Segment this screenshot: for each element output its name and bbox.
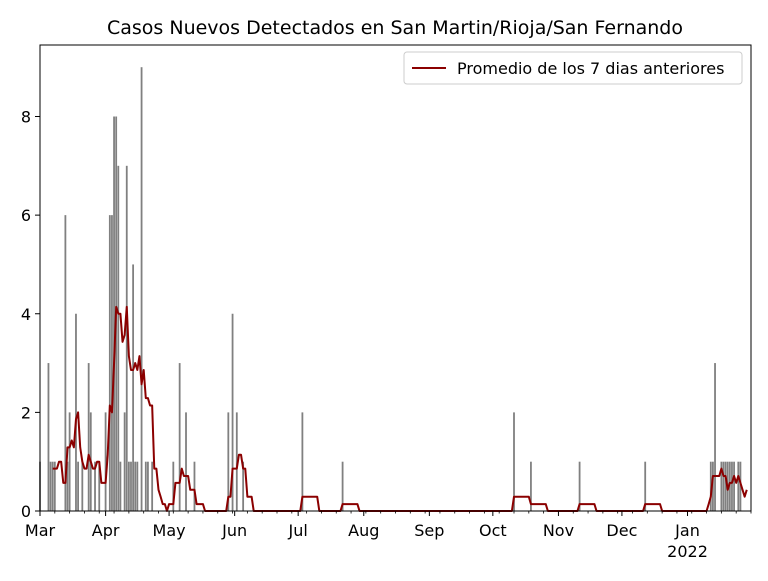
case-bar <box>51 461 54 511</box>
case-bar <box>709 461 712 511</box>
chart-title: Casos Nuevos Detectados en San Martin/Ri… <box>107 17 683 39</box>
y-tick-label: 6 <box>21 206 31 225</box>
case-bar <box>125 165 128 511</box>
x-tick-label: Dec <box>606 521 637 540</box>
case-bar <box>235 412 238 511</box>
x-tick-year-label: 2022 <box>667 542 708 561</box>
case-bar <box>185 412 187 511</box>
case-bar <box>94 461 96 511</box>
case-bar <box>64 215 67 511</box>
bars-layer <box>39 67 742 511</box>
y-tick-label: 0 <box>21 502 31 521</box>
case-bar <box>578 461 581 511</box>
case-bar <box>117 165 120 511</box>
case-bar <box>119 461 122 511</box>
line-layer <box>52 305 748 512</box>
x-tick-label: Jun <box>221 521 247 540</box>
case-bar <box>66 461 69 511</box>
case-bar <box>341 461 344 511</box>
x-tick-label: Oct <box>479 521 507 540</box>
case-bar <box>75 313 77 511</box>
case-bar <box>108 215 111 511</box>
case-bar <box>104 412 107 511</box>
case-bar <box>722 461 725 511</box>
case-bar <box>724 461 727 511</box>
case-bar <box>113 116 115 511</box>
case-bar <box>136 461 139 511</box>
case-bar <box>530 461 532 511</box>
x-tick-label: May <box>153 521 186 540</box>
case-bar <box>147 461 149 511</box>
case-bar <box>172 461 175 511</box>
case-bar <box>87 363 90 511</box>
case-bar <box>127 461 130 511</box>
case-bar <box>513 412 515 511</box>
x-tick-label: Mar <box>25 521 56 540</box>
case-bar <box>242 461 245 511</box>
case-bar <box>98 461 101 511</box>
case-bar <box>130 461 132 511</box>
case-bar <box>720 461 723 511</box>
y-tick-label: 4 <box>21 305 31 324</box>
legend-box <box>403 51 743 85</box>
x-tick-label: Apr <box>92 521 120 540</box>
case-bar <box>733 461 735 511</box>
case-bar <box>151 461 154 511</box>
y-tick-label: 2 <box>21 403 31 422</box>
legend-label: Promedio de los 7 dias anteriores <box>457 59 724 78</box>
case-bar <box>123 412 126 511</box>
case-bar <box>728 461 731 511</box>
y-tick-label: 8 <box>21 108 31 127</box>
case-bar <box>77 461 79 511</box>
x-tick-label: Jul <box>288 521 308 540</box>
case-bar <box>193 461 196 511</box>
case-bar <box>737 461 740 511</box>
axes-layer: 0 2 4 6 8 Mar Apr May Jun Jul Aug Sep Oct Nov Dec Jan 20… <box>21 44 752 561</box>
case-bar <box>227 412 230 511</box>
case-bar <box>140 67 143 511</box>
average-line <box>52 305 748 512</box>
case-bar <box>111 215 113 511</box>
case-bar <box>644 461 647 511</box>
case-bar <box>134 461 137 511</box>
legend: Promedio de los 7 dias anteriores <box>403 51 743 85</box>
x-tick-label: Nov <box>543 521 574 540</box>
case-bar <box>731 461 733 511</box>
x-tick-label: Aug <box>348 521 379 540</box>
case-bar <box>144 461 147 511</box>
case-bar <box>301 412 304 511</box>
case-bar <box>53 461 56 511</box>
case-bar <box>739 461 742 511</box>
case-bar <box>132 264 135 511</box>
case-bar <box>712 461 714 511</box>
case-bar <box>81 461 84 511</box>
x-tick-label: Jan <box>674 521 700 540</box>
case-bar <box>231 313 234 511</box>
case-bar <box>68 412 71 511</box>
case-bar <box>714 363 716 511</box>
x-tick-label: Sep <box>414 521 444 540</box>
case-bar <box>49 461 52 511</box>
case-bar <box>47 363 50 511</box>
case-bar <box>178 363 181 511</box>
